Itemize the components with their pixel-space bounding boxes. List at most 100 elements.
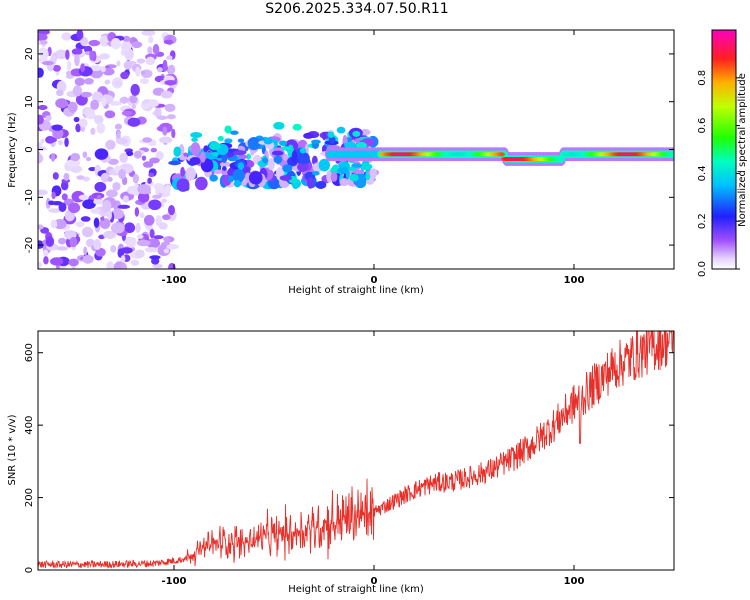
transition-blob	[369, 168, 378, 179]
noise-blob	[165, 184, 171, 194]
noise-blob	[83, 246, 88, 256]
noise-blob	[120, 41, 132, 52]
signal-core	[669, 152, 674, 157]
noise-blob	[134, 207, 140, 217]
noise-blob	[122, 35, 131, 43]
noise-blob	[152, 263, 163, 269]
transition-blob	[168, 160, 181, 166]
noise-blob	[119, 97, 130, 104]
noise-blob	[145, 56, 156, 66]
transition-core	[224, 138, 233, 144]
noise-blob	[80, 36, 89, 47]
transition-blob	[298, 152, 310, 165]
noise-blob	[69, 236, 78, 248]
transition-blob	[199, 151, 206, 163]
transition-blob	[349, 173, 359, 182]
noise-blob	[94, 114, 104, 125]
noise-blob	[55, 89, 64, 97]
noise-blob	[43, 249, 49, 257]
noise-blob	[141, 155, 147, 161]
spectrogram-xtick-label: 0	[371, 275, 378, 286]
noise-blob	[164, 103, 176, 112]
noise-blob	[122, 195, 129, 203]
transition-blob	[297, 162, 309, 173]
transition-blob	[318, 158, 330, 172]
noise-blob	[170, 83, 177, 90]
noise-blob	[66, 159, 81, 168]
noise-blob	[148, 199, 162, 211]
transition-blob	[180, 166, 185, 177]
noise-blob	[90, 127, 96, 135]
noise-blob	[121, 110, 133, 116]
transition-blob	[238, 154, 248, 160]
noise-blob	[58, 237, 67, 245]
transition-core	[351, 163, 363, 168]
transition-core	[282, 164, 293, 173]
transition-core	[273, 121, 285, 130]
noise-blob	[67, 202, 81, 214]
noise-blob	[76, 30, 84, 40]
noise-blob	[40, 39, 48, 45]
noise-blob	[51, 124, 63, 131]
noise-blob	[100, 172, 110, 183]
noise-blob	[109, 101, 123, 106]
transition-core	[211, 152, 219, 157]
noise-blob	[158, 222, 168, 230]
noise-blob	[166, 114, 176, 120]
noise-blob	[130, 259, 140, 266]
signal-core	[499, 152, 505, 157]
noise-blob	[127, 117, 141, 127]
noise-blob	[73, 116, 80, 123]
transition-core	[292, 123, 302, 131]
noise-blob	[42, 61, 55, 66]
noise-blob	[82, 254, 94, 264]
noise-blob	[38, 153, 44, 164]
transition-core	[355, 142, 368, 150]
transition-core	[224, 125, 232, 134]
transition-blob	[315, 181, 327, 189]
noise-blob	[80, 91, 92, 98]
transition-core	[312, 171, 320, 176]
colorbar-label: Normalized spectral amplitude	[737, 73, 748, 227]
noise-blob	[104, 110, 116, 119]
noise-blob	[160, 90, 173, 99]
colorbar-tick-label: 0.4	[697, 165, 708, 181]
noise-blob	[70, 165, 83, 174]
snr-xtick-label: 100	[564, 576, 585, 587]
noise-blob	[120, 49, 126, 56]
noise-blob	[149, 255, 161, 260]
colorbar: 0.0 0.2 0.4 0.6 0.8 Normalized spectral ampl…	[697, 29, 748, 277]
signal-core	[559, 157, 565, 162]
noise-blob	[38, 224, 44, 230]
noise-blob	[157, 115, 168, 120]
noise-blob	[107, 176, 113, 182]
noise-blob	[136, 239, 151, 247]
snr-ytick-label: 600	[24, 343, 35, 362]
noise-blob	[38, 67, 44, 78]
transition-core	[209, 142, 222, 151]
transition-blob	[279, 175, 292, 181]
colorbar-tick-label: 0.6	[697, 118, 708, 134]
noise-blob	[94, 181, 107, 193]
noise-blob	[96, 122, 106, 134]
noise-blob	[120, 262, 127, 269]
noise-blob	[53, 218, 67, 230]
noise-blob	[150, 147, 158, 153]
noise-blob	[45, 197, 51, 209]
noise-blob	[48, 208, 62, 213]
transition-blob	[241, 166, 251, 174]
noise-blob	[38, 142, 43, 147]
noise-blob	[76, 175, 85, 180]
noise-blob	[38, 189, 48, 196]
transition-core	[262, 157, 269, 164]
noise-blob	[162, 214, 171, 221]
transition-blob	[326, 170, 332, 183]
transition-blob	[203, 145, 209, 153]
noise-blob	[147, 46, 153, 55]
noise-blob	[104, 79, 111, 85]
noise-blob	[82, 151, 88, 159]
noise-blob	[115, 137, 128, 145]
transition-blob	[222, 166, 227, 171]
